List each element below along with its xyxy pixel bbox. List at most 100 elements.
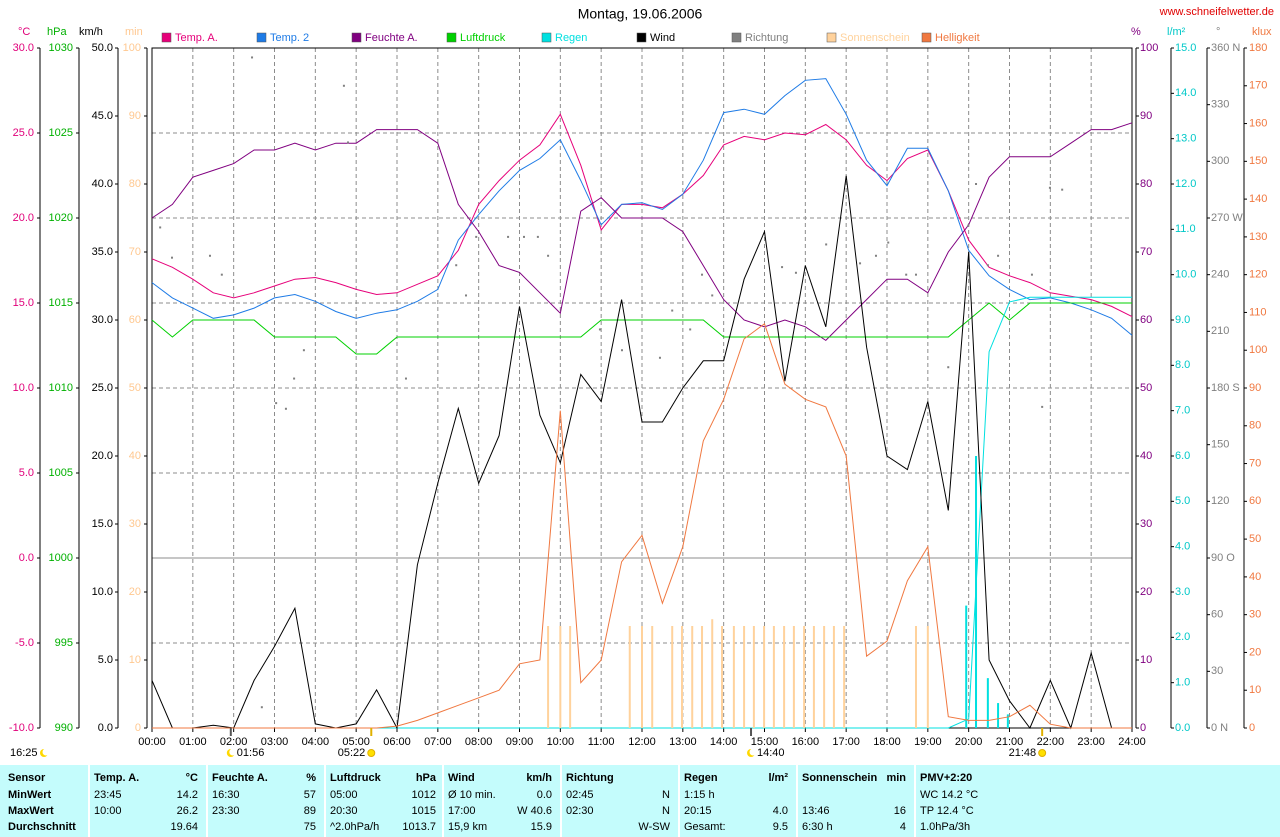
legend-swatch bbox=[731, 32, 742, 43]
bar bbox=[783, 626, 786, 728]
y-tick-label: 45.0 bbox=[92, 110, 113, 122]
y-tick-label: 90 bbox=[1140, 110, 1152, 122]
y-tick-label: 140 bbox=[1249, 193, 1267, 205]
y-axis-title: min bbox=[125, 26, 143, 38]
point bbox=[967, 224, 970, 227]
x-tick-label: 17:00 bbox=[832, 736, 860, 748]
y-axis-title: klux bbox=[1252, 26, 1272, 38]
y-tick-label: 10 bbox=[1249, 684, 1261, 696]
table-cell: 14.2 bbox=[176, 789, 198, 801]
y-axis-title: hPa bbox=[47, 26, 67, 38]
x-tick-label: 12:00 bbox=[628, 736, 656, 748]
table-cell: 1012 bbox=[411, 789, 436, 801]
annotation-label: 14:40 bbox=[757, 747, 785, 759]
y-tick-label: 0 bbox=[1249, 722, 1255, 734]
y-tick-label: 10.0 bbox=[13, 382, 34, 394]
y-tick-label: 1000 bbox=[49, 552, 73, 564]
bar bbox=[772, 626, 775, 728]
bar bbox=[792, 626, 795, 728]
y-tick-label: 5.0 bbox=[98, 654, 113, 666]
annotation-label: 21:48 bbox=[1009, 747, 1037, 759]
y-tick-label: 4.0 bbox=[1175, 541, 1190, 553]
point bbox=[975, 183, 978, 185]
table-cell: N bbox=[662, 789, 670, 801]
annotation-label: 16:25 bbox=[10, 747, 38, 759]
x-tick-label: 16:00 bbox=[792, 736, 820, 748]
table-cell: % bbox=[306, 772, 316, 784]
point bbox=[293, 377, 296, 380]
table-cell: Sensor bbox=[8, 772, 46, 784]
legend-label: Regen bbox=[555, 32, 587, 44]
y-tick-label: 60 bbox=[1249, 495, 1261, 507]
y-tick-label: 35.0 bbox=[92, 246, 113, 258]
point bbox=[455, 264, 458, 267]
table-cell: Sonnenschein bbox=[802, 772, 878, 784]
y-axis-title: km/h bbox=[79, 26, 103, 38]
legend-label: Temp. 2 bbox=[270, 32, 309, 44]
x-tick-label: 15:00 bbox=[751, 736, 779, 748]
table-cell: 1013.7 bbox=[402, 821, 436, 833]
x-tick-label: 22:00 bbox=[1037, 736, 1065, 748]
table-cell: W 40.6 bbox=[517, 805, 552, 817]
table-cell: 89 bbox=[303, 805, 316, 817]
point bbox=[507, 235, 510, 238]
point bbox=[275, 402, 278, 405]
y-tick-label: 40 bbox=[129, 450, 141, 462]
y-tick-label: 3.0 bbox=[1175, 586, 1190, 598]
y-tick-label: 50.0 bbox=[92, 42, 113, 54]
y-tick-label: 2.0 bbox=[1175, 631, 1190, 643]
y-tick-label: 100 bbox=[1140, 42, 1158, 54]
point bbox=[465, 294, 468, 297]
line bbox=[151, 113, 1133, 318]
y-tick-label: 150 bbox=[1211, 439, 1229, 451]
y-tick-label: 12.0 bbox=[1175, 178, 1196, 190]
y-axis-title: % bbox=[1131, 26, 1141, 38]
y-tick-label: 5.0 bbox=[1175, 495, 1190, 507]
x-tick-label: 13:00 bbox=[669, 736, 697, 748]
line bbox=[151, 302, 1132, 355]
y-tick-label: -10.0 bbox=[9, 722, 34, 734]
legend-swatch bbox=[161, 32, 172, 43]
table-cell: Ø 10 min. bbox=[448, 789, 496, 801]
y-tick-label: 15.0 bbox=[13, 297, 34, 309]
y-tick-label: 50 bbox=[1140, 382, 1152, 394]
point bbox=[208, 254, 211, 257]
table-cell: 23:45 bbox=[94, 789, 122, 801]
legend-label: Temp. A. bbox=[175, 32, 218, 44]
point bbox=[1030, 273, 1033, 276]
line bbox=[151, 78, 1133, 336]
table-cell: 20:15 bbox=[684, 805, 712, 817]
column-separator bbox=[442, 765, 444, 837]
y-tick-label: 1010 bbox=[49, 382, 73, 394]
bar bbox=[671, 626, 674, 728]
point bbox=[701, 273, 704, 276]
x-tick-label: 03:00 bbox=[261, 736, 289, 748]
legend-swatch bbox=[446, 32, 457, 43]
x-tick-label: 00:00 bbox=[138, 736, 166, 748]
bar bbox=[732, 626, 735, 728]
bar bbox=[843, 626, 846, 728]
y-tick-label: 20.0 bbox=[92, 450, 113, 462]
y-tick-label: 90 bbox=[1249, 382, 1261, 394]
point bbox=[825, 243, 828, 246]
legend-label: Richtung bbox=[745, 32, 788, 44]
x-tick-label: 20:00 bbox=[955, 736, 983, 748]
table-cell: Wind bbox=[448, 772, 475, 784]
table-cell: 1.0hPa/3h bbox=[920, 821, 971, 833]
table-cell: min bbox=[886, 772, 906, 784]
y-tick-label: 170 bbox=[1249, 80, 1267, 92]
table-cell: 26.2 bbox=[176, 805, 198, 817]
point bbox=[260, 706, 263, 709]
table-cell: 02:45 bbox=[566, 789, 594, 801]
y-tick-label: 9.0 bbox=[1175, 314, 1190, 326]
column-separator bbox=[324, 765, 326, 837]
table-cell: 10:00 bbox=[94, 805, 122, 817]
y-tick-label: 1020 bbox=[49, 212, 73, 224]
point bbox=[302, 349, 305, 352]
table-cell: 6:30 h bbox=[802, 821, 833, 833]
bar bbox=[997, 703, 1000, 728]
bar bbox=[803, 626, 806, 728]
table-cell: MinWert bbox=[8, 789, 52, 801]
y-tick-label: 70 bbox=[129, 246, 141, 258]
